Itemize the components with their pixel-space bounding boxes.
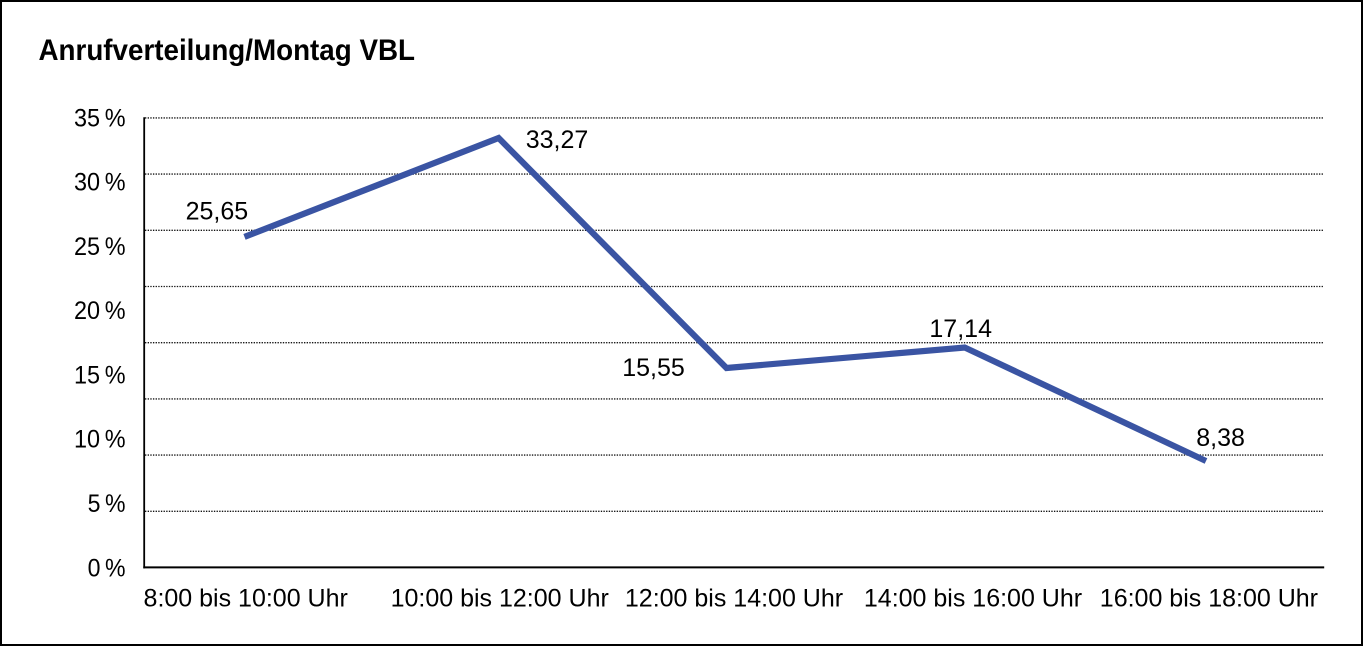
svg-text:10 %: 10 % — [74, 426, 126, 454]
svg-text:30 %: 30 % — [74, 169, 126, 197]
svg-text:17,14: 17,14 — [929, 315, 992, 343]
svg-text:15,55: 15,55 — [622, 354, 685, 382]
svg-text:14:00 bis 16:00 Uhr: 14:00 bis 16:00 Uhr — [864, 584, 1082, 612]
svg-text:25,65: 25,65 — [186, 198, 249, 226]
svg-text:5 %: 5 % — [88, 490, 126, 518]
svg-text:35 %: 35 % — [74, 104, 126, 132]
svg-text:8,38: 8,38 — [1196, 424, 1245, 452]
svg-text:Anrufverteilung/Montag VBL: Anrufverteilung/Montag VBL — [39, 34, 416, 67]
svg-text:8:00 bis 10:00 Uhr: 8:00 bis 10:00 Uhr — [144, 584, 348, 612]
svg-text:0 %: 0 % — [88, 554, 126, 582]
svg-text:16:00 bis 18:00 Uhr: 16:00 bis 18:00 Uhr — [1100, 584, 1318, 612]
svg-text:33,27: 33,27 — [526, 126, 589, 154]
svg-text:15 %: 15 % — [74, 361, 126, 389]
svg-text:25 %: 25 % — [74, 233, 126, 261]
svg-text:20 %: 20 % — [74, 297, 126, 325]
svg-text:10:00 bis 12:00 Uhr: 10:00 bis 12:00 Uhr — [391, 584, 609, 612]
svg-text:12:00 bis 14:00 Uhr: 12:00 bis 14:00 Uhr — [625, 584, 843, 612]
